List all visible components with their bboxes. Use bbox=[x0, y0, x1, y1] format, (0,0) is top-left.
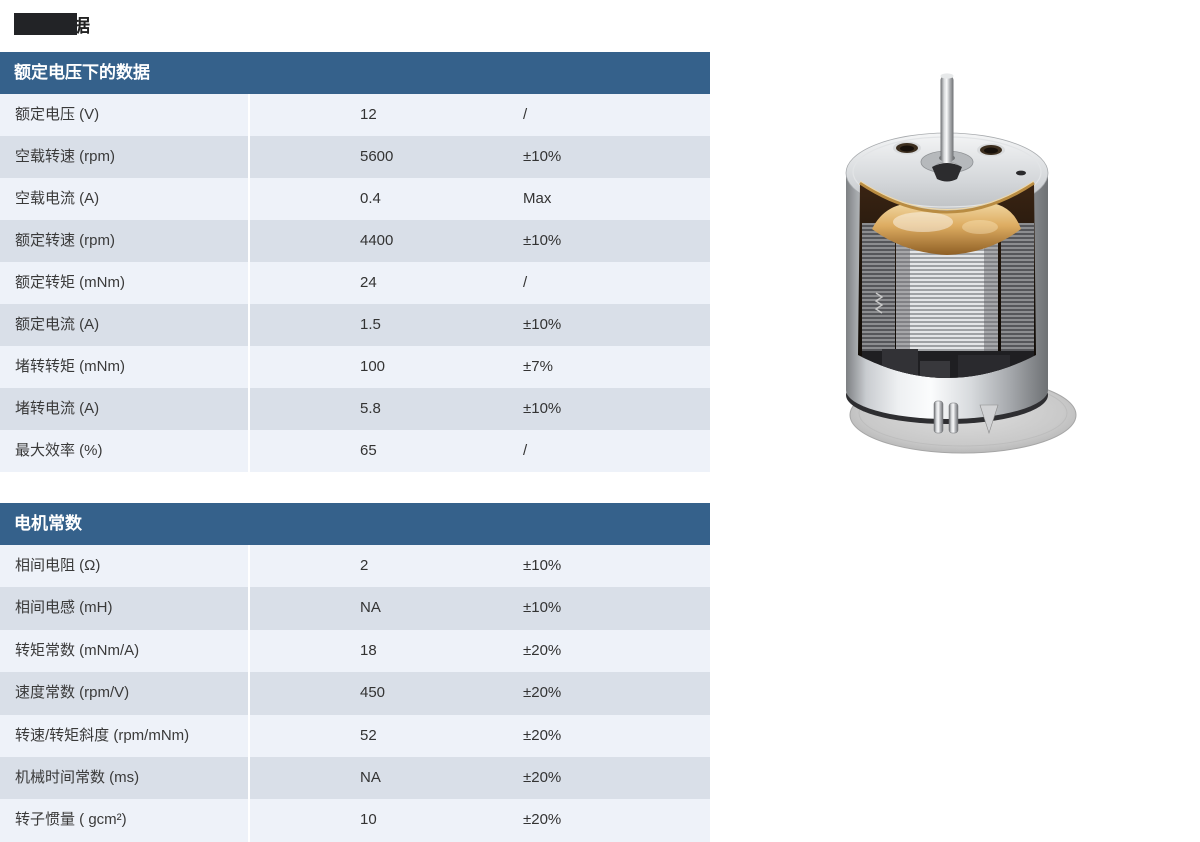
spec-tolerance-cell: Max bbox=[523, 190, 552, 207]
spec-value-cell: 1.5 bbox=[360, 316, 381, 333]
spec-tolerance-cell: ±20% bbox=[523, 684, 562, 702]
spec-label-cell: 相间电感 (mH) bbox=[0, 587, 250, 630]
table-row: 空载电流 (A) 0.4 Max bbox=[0, 178, 710, 220]
table-header: 电机常数 bbox=[0, 503, 710, 545]
spec-tolerance-cell: ±10% bbox=[523, 148, 562, 165]
spec-label-cell: 最大效率 (%) bbox=[0, 430, 250, 472]
spec-label-cell: 机械时间常数 (ms) bbox=[0, 756, 250, 800]
spec-tolerance-cell: ±20% bbox=[523, 726, 562, 744]
spec-label-cell: 转子惯量 ( gcm²) bbox=[0, 799, 250, 842]
spec-label-cell: 堵转转矩 (mNm) bbox=[0, 346, 250, 388]
table-row: 额定转速 (rpm) 4400 ±10% bbox=[0, 220, 710, 262]
table-row: 额定转矩 (mNm) 24 / bbox=[0, 262, 710, 304]
spec-tolerance-cell: ±20% bbox=[523, 641, 562, 659]
spec-value-cell: 65 bbox=[360, 442, 377, 459]
spec-value-cell: 10 bbox=[360, 811, 377, 829]
spec-tolerance-cell: ±10% bbox=[523, 316, 562, 333]
spec-tolerance-cell: ±10% bbox=[523, 232, 562, 249]
motor-cutaway-illustration bbox=[845, 73, 1077, 454]
spec-value-cell: 5.8 bbox=[360, 400, 381, 417]
page-title: 据 bbox=[14, 11, 214, 37]
spec-value-cell: 12 bbox=[360, 106, 377, 123]
table-row: 速度常数 (rpm/V) 450 ±20% bbox=[0, 672, 710, 715]
motor-shaft bbox=[932, 73, 962, 182]
table-row: 机械时间常数 (ms) NA ±20% bbox=[0, 756, 710, 800]
spec-value-cell: 0.4 bbox=[360, 190, 381, 207]
spec-label-cell: 额定电流 (A) bbox=[0, 304, 250, 346]
spec-tolerance-cell: ±20% bbox=[523, 811, 562, 829]
spec-label-cell: 转矩常数 (mNm/A) bbox=[0, 629, 250, 673]
table-row: 堵转电流 (A) 5.8 ±10% bbox=[0, 388, 710, 430]
spec-tolerance-cell: / bbox=[523, 442, 528, 459]
copper-winding bbox=[872, 196, 1021, 255]
spec-label-cell: 空载转速 (rpm) bbox=[0, 136, 250, 178]
mounting-hole-left bbox=[893, 141, 921, 155]
table-header: 额定电压下的数据 bbox=[0, 52, 710, 94]
table-row: 最大效率 (%) 65 / bbox=[0, 430, 710, 472]
table-row: 转速/转矩斜度 (rpm/mNm) 52 ±20% bbox=[0, 714, 710, 757]
table-row: 额定电流 (A) 1.5 ±10% bbox=[0, 304, 710, 346]
spec-value-cell: 24 bbox=[360, 274, 377, 291]
table-row: 转矩常数 (mNm/A) 18 ±20% bbox=[0, 629, 710, 673]
spec-tolerance-cell: ±10% bbox=[523, 599, 562, 617]
motor-product-image bbox=[820, 55, 1080, 460]
cut-edge-highlight bbox=[859, 181, 1035, 214]
spec-tolerance-cell: ±20% bbox=[523, 768, 562, 786]
spec-value-cell: 100 bbox=[360, 358, 386, 375]
spec-label-cell: 额定转速 (rpm) bbox=[0, 220, 250, 262]
spec-label-cell: 堵转电流 (A) bbox=[0, 388, 250, 430]
table-row: 额定电压 (V) 12 / bbox=[0, 94, 710, 136]
spec-label-cell: 转速/转矩斜度 (rpm/mNm) bbox=[0, 714, 250, 757]
spec-value-cell: 4400 bbox=[360, 232, 394, 249]
spec-label-cell: 相间电阻 (Ω) bbox=[0, 545, 250, 588]
table-row: 相间电阻 (Ω) 2 ±10% bbox=[0, 545, 710, 588]
table-row: 转子惯量 ( gcm²) 10 ±20% bbox=[0, 799, 710, 842]
spec-value-cell: NA bbox=[360, 599, 381, 617]
spec-tolerance-cell: ±10% bbox=[523, 557, 562, 574]
spring-contact bbox=[874, 292, 884, 314]
spec-label-cell: 额定转矩 (mNm) bbox=[0, 262, 250, 304]
table-row: 堵转转矩 (mNm) 100 ±7% bbox=[0, 346, 710, 388]
spec-value-cell: 52 bbox=[360, 726, 377, 744]
spec-tolerance-cell: ±7% bbox=[523, 358, 553, 375]
spec-tolerance-cell: / bbox=[523, 274, 528, 291]
spec-value-cell: NA bbox=[360, 768, 381, 786]
spec-label-cell: 速度常数 (rpm/V) bbox=[0, 672, 250, 715]
spec-value-cell: 2 bbox=[360, 557, 369, 574]
spec-value-cell: 450 bbox=[360, 684, 386, 702]
spec-value-cell: 18 bbox=[360, 641, 377, 659]
spec-label-cell: 额定电压 (V) bbox=[0, 94, 250, 136]
spec-tolerance-cell: ±10% bbox=[523, 400, 562, 417]
table-row: 空载转速 (rpm) 5600 ±10% bbox=[0, 136, 710, 178]
spec-tolerance-cell: / bbox=[523, 106, 528, 123]
table-row: 相间电感 (mH) NA ±10% bbox=[0, 587, 710, 630]
terminal-pins bbox=[933, 400, 999, 434]
spec-value-cell: 5600 bbox=[360, 148, 394, 165]
small-hole bbox=[1016, 170, 1026, 176]
mounting-hole-right bbox=[977, 143, 1005, 157]
rated-voltage-table: 额定电压下的数据 额定电压 (V) 12 / 空载转速 (rpm) 5600 ±… bbox=[0, 52, 710, 472]
spec-label-cell: 空载电流 (A) bbox=[0, 178, 250, 220]
motor-constants-table: 电机常数 相间电阻 (Ω) 2 ±10% 相间电感 (mH) NA ±10% 转… bbox=[0, 503, 710, 842]
redaction-box bbox=[14, 13, 77, 35]
